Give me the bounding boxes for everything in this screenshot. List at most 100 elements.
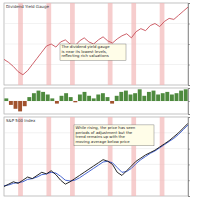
- series-line: [4, 7, 188, 75]
- bar: [156, 95, 160, 102]
- tick: [188, 196, 190, 197]
- plot-frame: [4, 88, 188, 114]
- bar: [9, 101, 13, 105]
- panel-title: S&P 500 Index: [6, 118, 36, 123]
- tick: [188, 85, 190, 86]
- bar: [64, 93, 68, 101]
- plot-area: [4, 89, 187, 111]
- series-line: [4, 125, 188, 186]
- grid-line: [4, 101, 188, 102]
- bar: [115, 96, 119, 101]
- series-line: [4, 123, 188, 186]
- y-axis: [188, 118, 190, 197]
- tick: [188, 114, 190, 115]
- tick-mark: [188, 101, 190, 102]
- tick-mark: [188, 44, 190, 45]
- annotation-text: moving average below price: [76, 139, 131, 144]
- bar: [14, 101, 18, 109]
- grid: [4, 88, 188, 114]
- tick: [188, 101, 190, 102]
- bar: [92, 98, 96, 101]
- bar: [106, 97, 110, 101]
- tick-mark: [188, 196, 190, 197]
- plot-frame: [4, 3, 188, 85]
- band: [46, 117, 51, 196]
- y-axis: [188, 89, 190, 115]
- tick: [188, 164, 190, 165]
- bar: [101, 93, 105, 101]
- bar: [73, 101, 77, 102]
- y-axis: [188, 4, 190, 86]
- bar: [179, 91, 183, 101]
- bar: [60, 96, 64, 101]
- axis-line: [189, 4, 191, 86]
- plot-frame: [4, 117, 188, 196]
- bar: [50, 98, 54, 101]
- plot-area: [4, 3, 188, 85]
- panel: Dividend Yield Gauge The dividend yield g…: [4, 3, 190, 86]
- bar: [165, 92, 169, 101]
- bar: [138, 89, 142, 101]
- bar: [119, 92, 123, 101]
- bar: [175, 93, 179, 101]
- bar: [147, 92, 151, 101]
- bar: [27, 97, 31, 101]
- bar: [110, 101, 114, 104]
- axis-line: [189, 89, 191, 115]
- tick-mark: [188, 65, 190, 66]
- bar: [152, 91, 156, 101]
- bar: [46, 95, 50, 102]
- bar: [184, 89, 188, 101]
- bar: [37, 91, 41, 101]
- plot-area: [4, 117, 188, 196]
- tick: [188, 149, 190, 150]
- band: [131, 3, 136, 85]
- bar: [133, 93, 137, 101]
- bar: [4, 98, 8, 101]
- bar: [32, 93, 36, 101]
- tick: [188, 117, 190, 118]
- tick: [188, 3, 190, 4]
- bar: [41, 92, 45, 101]
- band: [18, 117, 23, 196]
- tick: [188, 88, 190, 89]
- bar: [69, 97, 73, 101]
- tick: [188, 44, 190, 45]
- tick: [188, 24, 190, 25]
- panel: S&P 500 Index While rising, the price has…: [4, 117, 190, 197]
- bar: [142, 96, 146, 101]
- axis-line: [189, 118, 191, 197]
- tick-mark: [188, 133, 190, 134]
- tick-mark: [188, 24, 190, 25]
- annotation-box: [60, 44, 126, 60]
- panel-title: Dividend Yield Gauge: [6, 4, 49, 9]
- annotation: The dividend yield gaugeis near its lowe…: [60, 44, 126, 60]
- bar: [161, 93, 165, 101]
- bar: [129, 95, 133, 102]
- tick-mark: [188, 114, 190, 115]
- band: [160, 117, 165, 196]
- bar: [18, 101, 22, 111]
- tick: [188, 133, 190, 134]
- tick-mark: [188, 180, 190, 181]
- grid-line: [4, 88, 188, 89]
- tick-mark: [188, 85, 190, 86]
- tick-mark: [188, 88, 190, 89]
- tick: [188, 180, 190, 181]
- annotation: While rising, the price has seenperiods …: [74, 125, 154, 146]
- chart: Dividend Yield Gauge The dividend yield g…: [0, 0, 200, 200]
- tick-mark: [188, 149, 190, 150]
- annotation-box: [74, 125, 154, 146]
- bar: [23, 101, 27, 106]
- grid-line: [4, 114, 188, 115]
- bar: [55, 101, 59, 104]
- bar: [78, 95, 82, 102]
- bar: [124, 91, 128, 101]
- bar: [170, 95, 174, 102]
- tick-mark: [188, 3, 190, 4]
- grid: [4, 3, 188, 85]
- band: [160, 3, 165, 85]
- tick-mark: [188, 164, 190, 165]
- annotation-text: reflecting rich valuations: [62, 53, 109, 58]
- tick: [188, 65, 190, 66]
